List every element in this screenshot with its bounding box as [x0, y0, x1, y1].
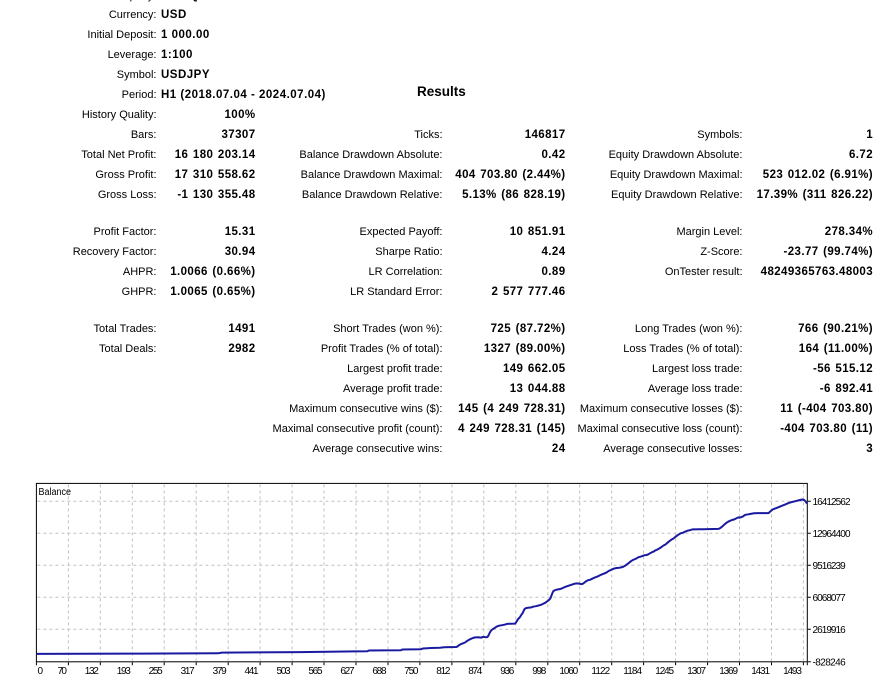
svg-text:379: 379 [213, 666, 228, 677]
svg-text:1060: 1060 [559, 666, 578, 677]
svg-text:255: 255 [149, 666, 164, 677]
svg-text:812: 812 [436, 666, 451, 677]
svg-text:1431: 1431 [751, 666, 770, 677]
svg-text:9516239: 9516239 [813, 561, 847, 572]
svg-text:441: 441 [245, 666, 260, 677]
svg-text:16412562: 16412562 [813, 497, 851, 508]
svg-text:0: 0 [38, 666, 44, 677]
svg-text:317: 317 [181, 666, 196, 677]
svg-text:627: 627 [340, 666, 355, 677]
svg-text:688: 688 [372, 666, 387, 677]
svg-text:Balance: Balance [39, 487, 72, 498]
svg-text:503: 503 [277, 666, 292, 677]
svg-text:874: 874 [468, 666, 483, 677]
svg-text:1184: 1184 [623, 666, 642, 677]
svg-text:193: 193 [117, 666, 132, 677]
svg-text:565: 565 [308, 666, 323, 677]
svg-text:1122: 1122 [591, 666, 610, 677]
svg-text:12964400: 12964400 [813, 529, 851, 540]
svg-text:6068077: 6068077 [813, 593, 847, 604]
svg-text:1245: 1245 [655, 666, 674, 677]
svg-text:132: 132 [85, 666, 100, 677]
svg-text:998: 998 [532, 666, 547, 677]
svg-text:1369: 1369 [719, 666, 738, 677]
svg-text:70: 70 [58, 666, 68, 677]
svg-text:750: 750 [404, 666, 419, 677]
svg-text:-828246: -828246 [813, 658, 847, 669]
svg-text:936: 936 [500, 666, 515, 677]
svg-text:1493: 1493 [783, 666, 802, 677]
svg-text:2619916: 2619916 [813, 625, 847, 636]
svg-text:1307: 1307 [687, 666, 706, 677]
